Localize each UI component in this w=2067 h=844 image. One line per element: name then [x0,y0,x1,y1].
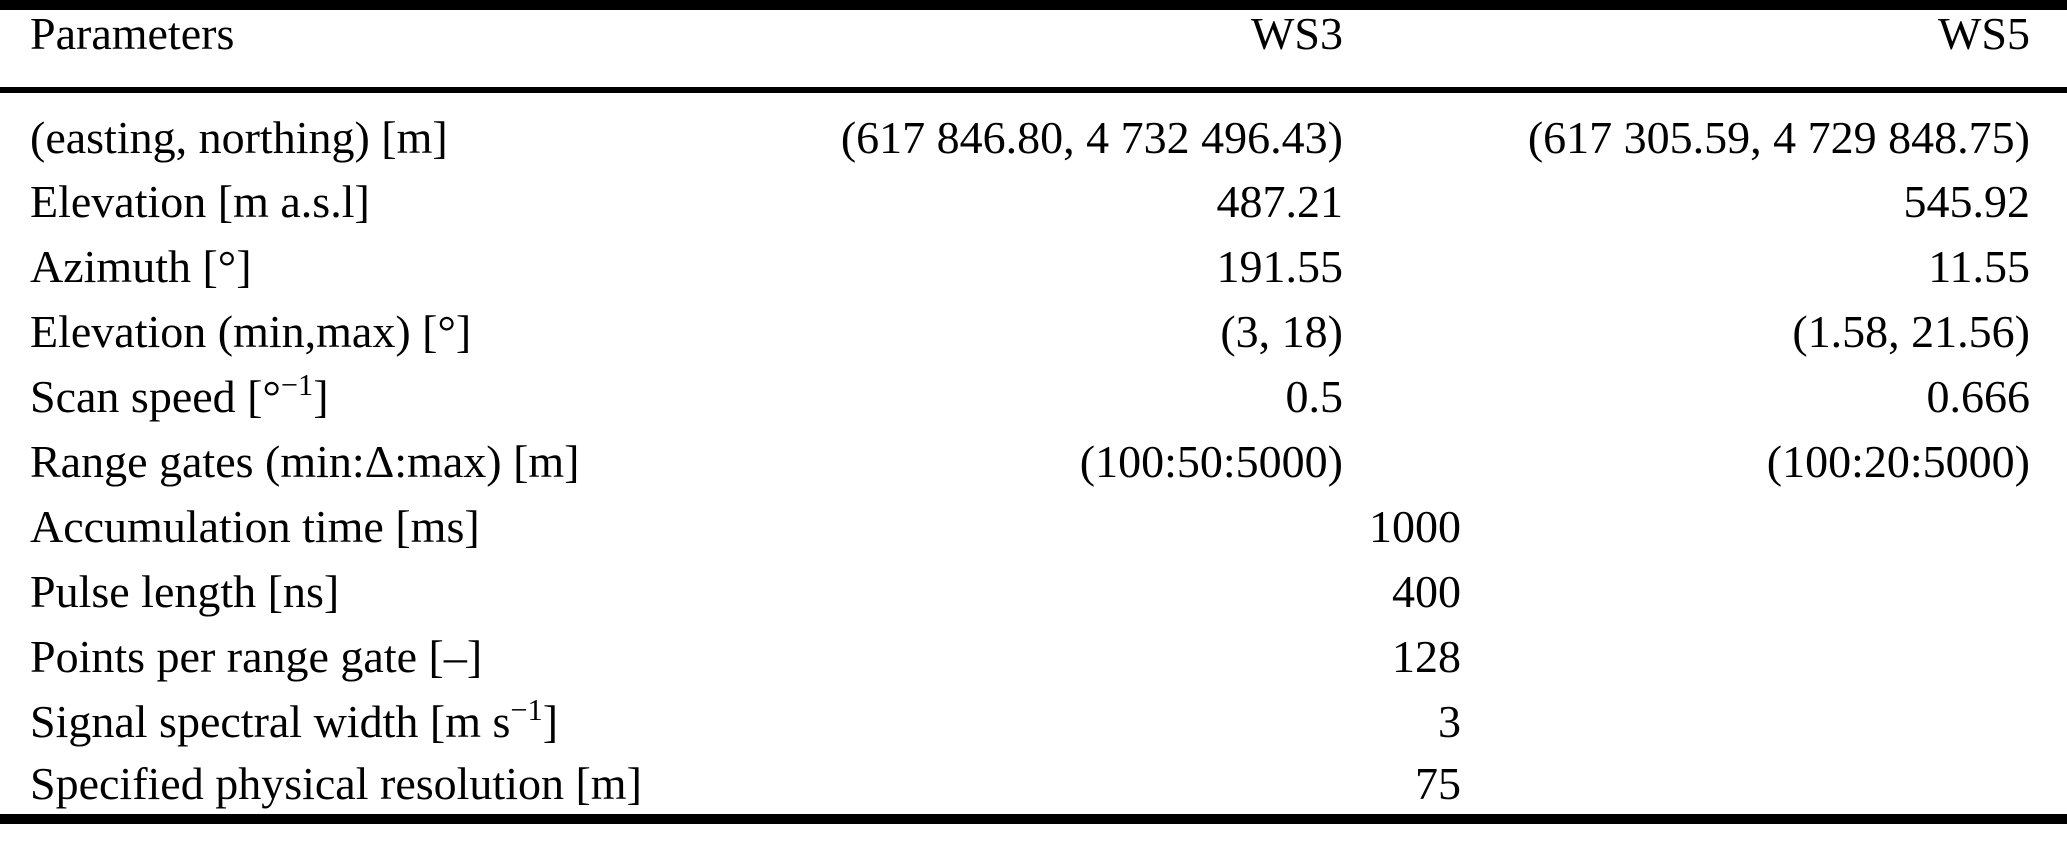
table-row: (easting, northing) [m] (617 846.80, 4 7… [0,90,2067,169]
table-row: Elevation (min,max) [°] (3, 18) (1.58, 2… [0,299,2067,364]
ws3-value-cell: (617 846.80, 4 732 496.43) [840,112,1343,163]
ws5-column-header: WS5 [1343,5,2067,93]
ws5-value-cell: (1.58, 21.56) [1792,305,2030,357]
shared-value-cell: 3 [1438,695,1461,747]
ws5-value-cell: (617 305.59, 4 729 848.75) [1527,112,2030,163]
ws3-value-cell: 191.55 [1216,240,1344,292]
lidar-parameters-table: Parameters WS3 WS5 (easting, northing) [… [0,0,2067,824]
table-row: Specified physical resolution [m] 75 [0,754,2067,819]
ws3-value-cell: 487.21 [1216,175,1344,227]
shared-value-cell: 128 [1392,630,1461,682]
param-label-cell: Pulse length [ns] [30,565,340,617]
param-label-cell: Specified physical resolution [m] [30,758,642,809]
table-row: Scan speed [°−1] 0.5 0.666 [0,364,2067,429]
ws3-column-header: WS3 [760,5,1343,93]
ws3-value-cell: (3, 18) [1220,305,1343,357]
shared-value-cell: 400 [1392,565,1461,617]
header-row: Parameters WS3 WS5 [0,5,2067,93]
param-label-cell: Scan speed [°−1] [30,367,329,422]
table-row: Elevation [m a.s.l] 487.21 545.92 [0,169,2067,234]
parameters-column-header: Parameters [0,5,760,93]
param-label-cell: (easting, northing) [m] [30,112,448,163]
shared-value-cell: 1000 [1369,500,1461,552]
ws5-value-cell: (100:20:5000) [1766,435,2030,487]
param-label-cell: Points per range gate [–] [30,630,483,682]
param-label-cell: Accumulation time [ms] [30,500,480,552]
param-label-cell: Elevation [m a.s.l] [30,175,370,227]
table-row: Range gates (min:Δ:max) [m] (100:50:5000… [0,429,2067,494]
ws5-value-cell: 11.55 [1928,240,2030,292]
param-label-cell: Signal spectral width [m s−1] [30,692,559,747]
shared-value-cell: 75 [1415,758,1461,809]
table-row: Signal spectral width [m s−1] 3 [0,689,2067,754]
table-row: Azimuth [°] 191.55 11.55 [0,234,2067,299]
table-row: Pulse length [ns] 400 [0,559,2067,624]
param-label-cell: Elevation (min,max) [°] [30,305,472,357]
ws5-value-cell: 0.666 [1926,370,2031,422]
param-label-cell: Range gates (min:Δ:max) [m] [30,435,580,487]
ws3-value-cell: 0.5 [1285,370,1344,422]
table-row: Points per range gate [–] 128 [0,624,2067,689]
table-row: Accumulation time [ms] 1000 [0,494,2067,559]
ws3-value-cell: (100:50:5000) [1079,435,1343,487]
param-label-cell: Azimuth [°] [30,240,252,292]
ws5-value-cell: 545.92 [1903,175,2031,227]
